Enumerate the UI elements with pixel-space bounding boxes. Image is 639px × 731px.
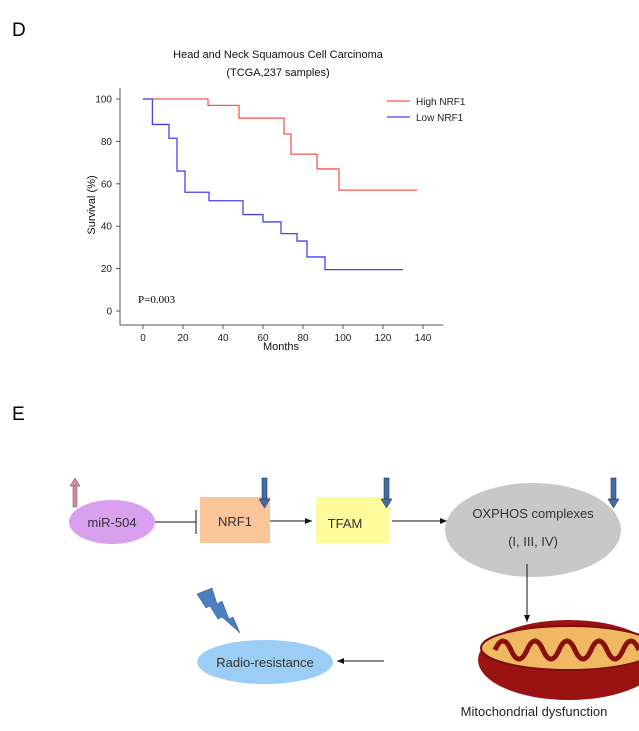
y-tick-label: 100 — [95, 95, 112, 106]
y-axis-label: Survival (%) — [86, 175, 98, 234]
pathway-diagram: miR-504 NRF1 TFAM OXPHOS complexes (I, I… — [69, 477, 639, 719]
down-arrow-icon — [380, 477, 393, 509]
survival-curve-low-nrf1 — [143, 98, 403, 271]
radio-resistance-label: Radio-resistance — [216, 655, 314, 670]
y-tick-label: 80 — [101, 137, 113, 148]
oxphos-sublabel: (I, III, IV) — [508, 534, 558, 549]
chart-subtitle: (TCGA,237 samples) — [226, 67, 329, 79]
mito-label: Mitochondrial dysfunction — [461, 704, 608, 719]
x-tick-label: 120 — [375, 333, 392, 344]
x-tick-label: 60 — [257, 333, 269, 344]
legend-label: Low NRF1 — [416, 113, 464, 124]
survival-curve-high-nrf1 — [143, 98, 417, 191]
y-tick-label: 60 — [101, 179, 113, 190]
x-tick-label: 100 — [335, 333, 352, 344]
y-tick-label: 0 — [106, 307, 112, 318]
y-tick-label: 20 — [101, 264, 113, 275]
legend: High NRF1 Low NRF1 — [387, 97, 466, 124]
y-tick-label: 40 — [101, 222, 113, 233]
mir-504-label: miR-504 — [87, 515, 136, 530]
legend-label: High NRF1 — [416, 97, 466, 108]
mitochondrion-icon — [478, 620, 639, 700]
lightning-icon — [196, 587, 241, 634]
panel-d-label: D — [12, 20, 26, 41]
x-axis-label: Months — [263, 341, 300, 353]
x-tick-label: 140 — [415, 333, 432, 344]
series-group — [143, 98, 417, 271]
down-arrow-icon — [258, 477, 271, 509]
tfam-node — [316, 497, 390, 543]
nrf1-label: NRF1 — [218, 514, 252, 529]
radio-resistance-node — [197, 640, 333, 684]
down-arrow-icon — [607, 477, 620, 509]
x-tick-label: 0 — [140, 333, 146, 344]
tfam-label: TFAM — [328, 516, 363, 531]
oxphos-node — [445, 483, 621, 577]
panel-e-label: E — [12, 404, 25, 425]
x-tick-label: 20 — [177, 333, 189, 344]
up-arrow-icon — [69, 477, 81, 508]
mir-504-node — [69, 500, 155, 544]
chart-title: Head and Neck Squamous Cell Carcinoma — [173, 49, 384, 61]
nrf1-node — [200, 497, 270, 543]
oxphos-label: OXPHOS complexes — [472, 506, 594, 521]
p-value: P=0.003 — [138, 294, 176, 306]
x-tick-label: 40 — [217, 333, 229, 344]
x-tick-label: 80 — [297, 333, 309, 344]
axes: 0 20 40 60 80 100 120 140 0 20 40 60 80 100 — [95, 88, 443, 344]
